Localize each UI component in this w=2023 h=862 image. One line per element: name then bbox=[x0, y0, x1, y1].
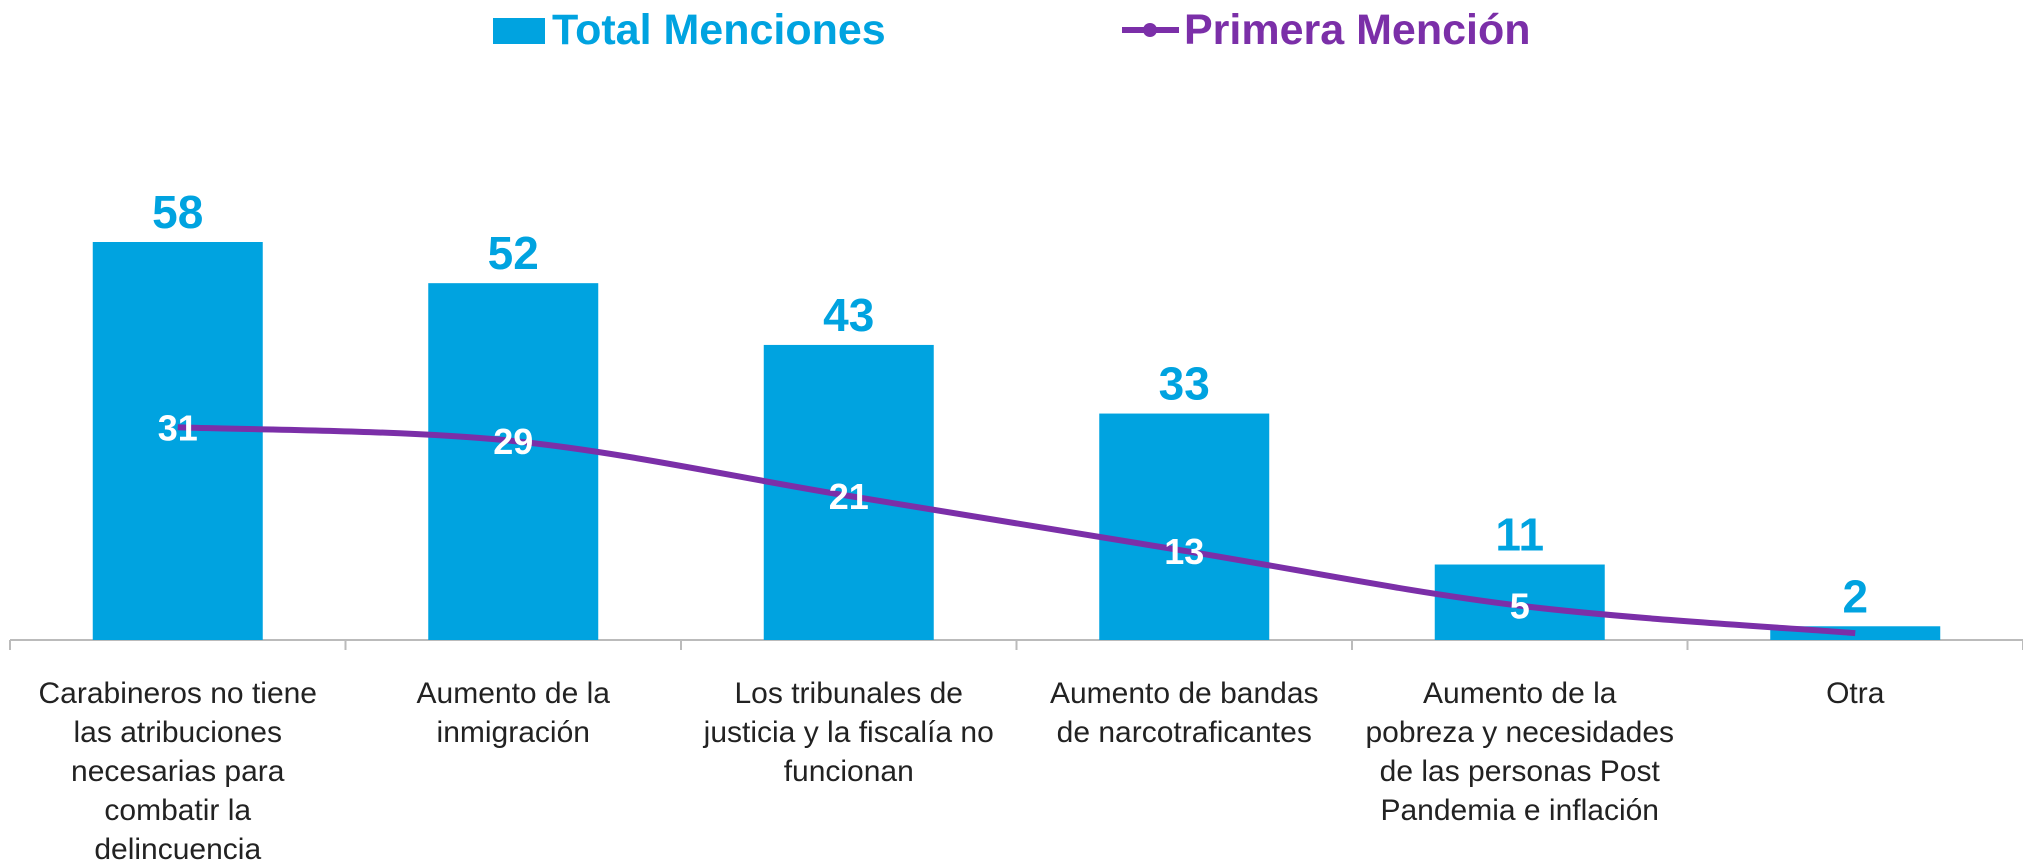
legend-swatch bbox=[1143, 23, 1157, 37]
legend-label: Primera Mención bbox=[1184, 6, 1531, 54]
bar bbox=[1434, 564, 1605, 640]
line-value-label: 21 bbox=[829, 476, 869, 517]
x-tick-label: Los tribunales de justicia y la fiscalía… bbox=[703, 677, 994, 788]
bar bbox=[1099, 413, 1270, 640]
x-tick-label: Carabineros no tiene las atribuciones ne… bbox=[38, 677, 317, 862]
bar bbox=[92, 242, 263, 640]
bar-value-label: 33 bbox=[1159, 358, 1210, 410]
line-value-label: 29 bbox=[493, 421, 533, 462]
x-tick-label: Aumento de bandas de narcotraficantes bbox=[1049, 677, 1319, 749]
line bbox=[177, 424, 1856, 637]
x-tick-label: Otra bbox=[1826, 677, 1885, 710]
bar bbox=[428, 283, 599, 640]
x-tick-label: Aumento de la pobreza y necesidades de l… bbox=[1365, 677, 1675, 827]
legend-label: Total Menciones bbox=[552, 6, 886, 54]
bar-value-label: 58 bbox=[152, 186, 203, 238]
x-tick-label: Aumento de la inmigración bbox=[416, 677, 610, 749]
bar-value-label: 2 bbox=[1842, 570, 1868, 622]
line-value-label: 31 bbox=[158, 407, 198, 448]
line-value-label: 5 bbox=[1510, 586, 1530, 627]
line-value-label: 13 bbox=[1164, 531, 1204, 572]
bar-value-label: 43 bbox=[823, 289, 874, 341]
bar bbox=[763, 344, 934, 640]
bar-value-label: 11 bbox=[1495, 509, 1544, 561]
legend-swatch bbox=[493, 18, 545, 44]
bar-value-label: 52 bbox=[488, 227, 539, 279]
